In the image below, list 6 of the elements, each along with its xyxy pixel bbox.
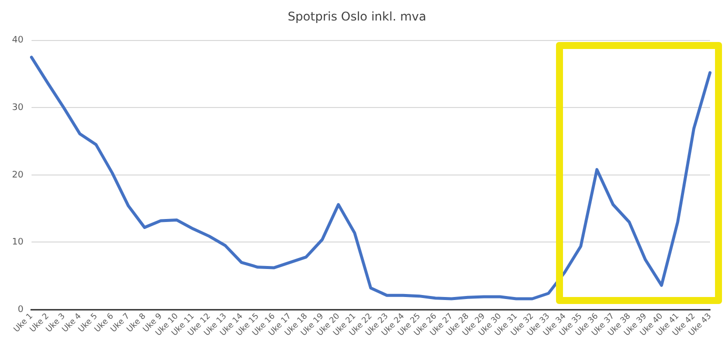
chart-title: Spotpris Oslo inkl. mva — [288, 9, 426, 24]
y-tick-label: 20 — [12, 170, 24, 180]
y-tick-label: 30 — [12, 103, 24, 114]
y-tick-label: 10 — [12, 238, 24, 248]
y-tick-label: 40 — [12, 36, 24, 46]
y-tick-label: 0 — [18, 304, 24, 315]
